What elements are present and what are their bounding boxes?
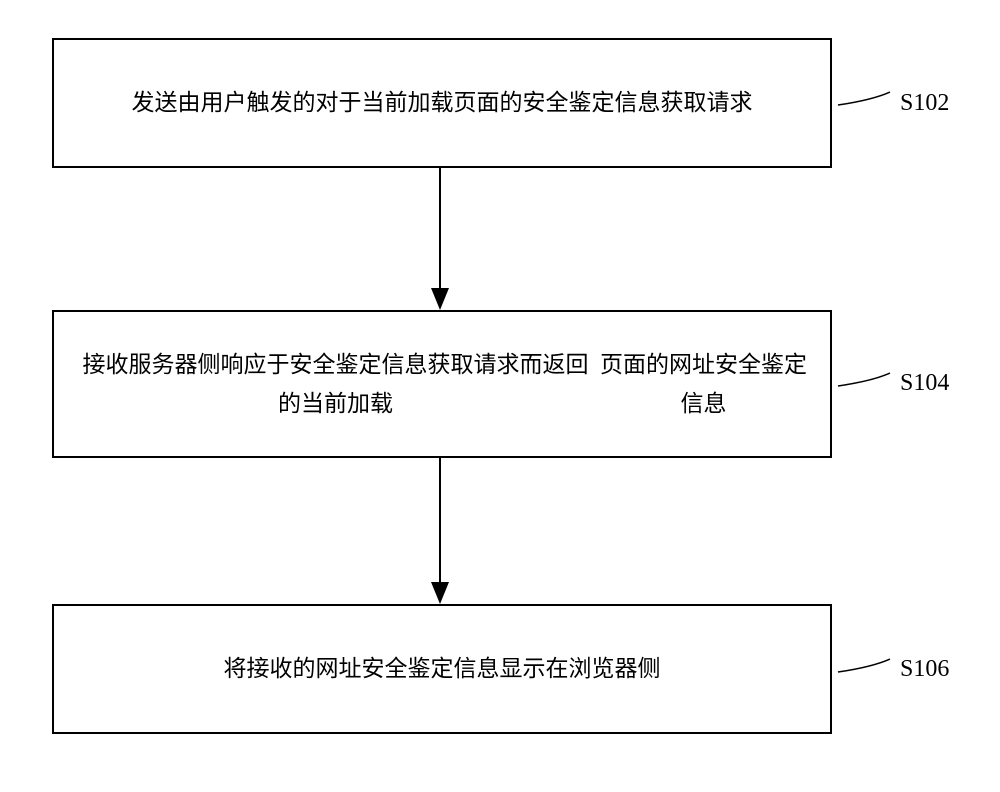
arrow-2	[0, 0, 1000, 792]
flowchart-canvas: 发送由用户触发的对于当前加载页面的安全鉴定信息获取请求S102接收服务器侧响应于…	[0, 0, 1000, 792]
